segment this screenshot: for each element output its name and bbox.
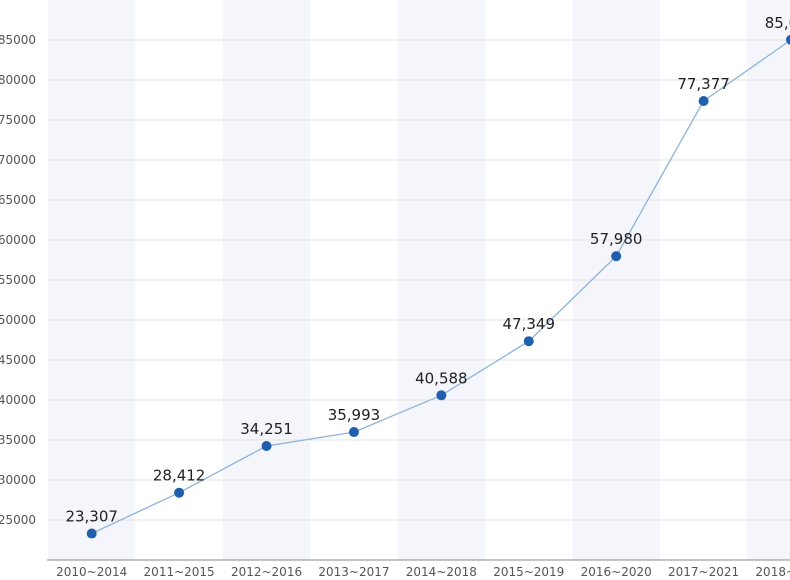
data-point bbox=[698, 95, 709, 106]
y-tick-label: 30000 bbox=[0, 473, 36, 487]
x-tick-label: 2011~2015 bbox=[144, 565, 215, 579]
data-point bbox=[436, 390, 447, 401]
data-point bbox=[86, 528, 97, 539]
x-tick-label: 2015~2019 bbox=[493, 565, 564, 579]
data-label: 77,377 bbox=[677, 75, 730, 93]
x-tick-label: 2012~2016 bbox=[231, 565, 302, 579]
data-point bbox=[523, 336, 534, 347]
data-point bbox=[174, 487, 185, 498]
data-label: 47,349 bbox=[503, 315, 556, 333]
x-tick-label: 2018~2022 bbox=[755, 565, 790, 579]
y-tick-label: 50000 bbox=[0, 313, 36, 327]
x-tick-label: 2016~2020 bbox=[581, 565, 652, 579]
data-points bbox=[86, 34, 790, 539]
data-label: 34,251 bbox=[240, 420, 293, 438]
y-tick-label: 85000 bbox=[0, 33, 36, 47]
y-tick-label: 65000 bbox=[0, 193, 36, 207]
y-axis: 25000 30000 35000 40000 45000 50000 55000 60000… bbox=[0, 33, 36, 527]
y-tick-label: 35000 bbox=[0, 433, 36, 447]
y-tick-label: 40000 bbox=[0, 393, 36, 407]
y-tick-label: 25000 bbox=[0, 513, 36, 527]
y-tick-label: 55000 bbox=[0, 273, 36, 287]
data-point bbox=[261, 440, 272, 451]
data-label: 35,993 bbox=[328, 406, 381, 424]
y-tick-label: 75000 bbox=[0, 113, 36, 127]
y-tick-label: 45000 bbox=[0, 353, 36, 367]
data-label: 85,026 bbox=[765, 14, 790, 32]
data-point bbox=[348, 427, 359, 438]
x-tick-label: 2013~2017 bbox=[318, 565, 389, 579]
data-label: 28,412 bbox=[153, 467, 206, 485]
y-tick-label: 70000 bbox=[0, 153, 36, 167]
data-label: 40,588 bbox=[415, 369, 468, 387]
x-tick-label: 2014~2018 bbox=[406, 565, 477, 579]
data-labels: 23,307 28,412 34,251 35,993 40,588 47,349 57,9… bbox=[65, 14, 790, 526]
data-label: 23,307 bbox=[65, 508, 118, 526]
data-point bbox=[786, 34, 790, 45]
grid-lines bbox=[47, 39, 790, 521]
x-tick-label: 2010~2014 bbox=[56, 565, 127, 579]
y-tick-label: 80000 bbox=[0, 73, 36, 87]
x-axis: 2010~2014 2011~2015 2012~2016 2013~2017 2014… bbox=[56, 565, 790, 579]
y-tick-label: 60000 bbox=[0, 233, 36, 247]
x-tick-label: 2017~2021 bbox=[668, 565, 739, 579]
data-label: 57,980 bbox=[590, 230, 643, 248]
data-point bbox=[611, 251, 622, 262]
